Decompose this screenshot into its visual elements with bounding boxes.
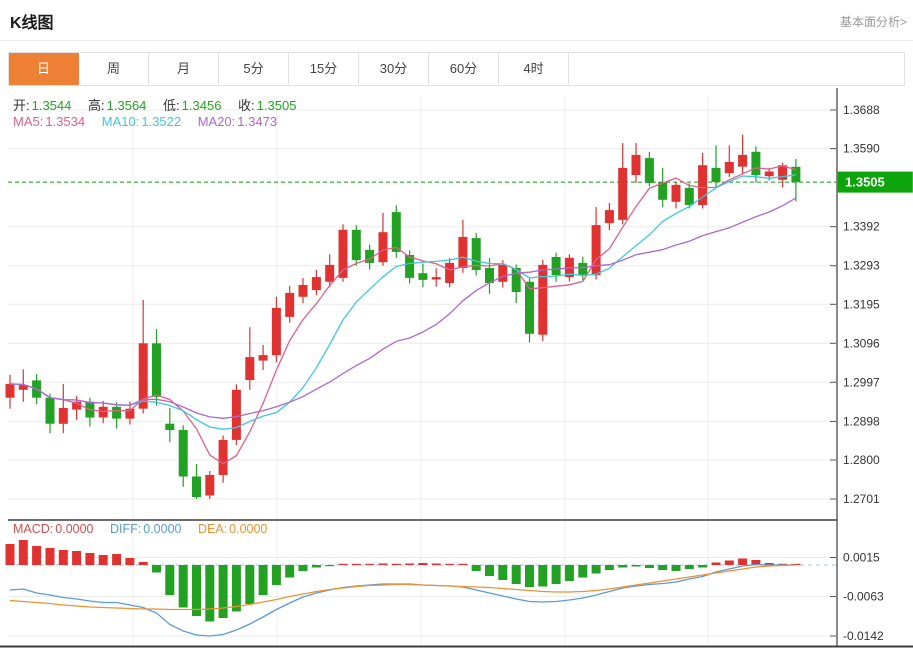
macd-value: 0.0000 — [55, 522, 94, 536]
svg-text:1.3688: 1.3688 — [843, 103, 880, 117]
ma5-label: MA5: — [13, 114, 44, 129]
ma20-value: 1.3473 — [237, 114, 278, 129]
ma20-line — [9, 197, 797, 419]
ma10-label: MA10: — [101, 114, 140, 129]
high-label: 高: — [88, 98, 105, 113]
svg-text:1.2701: 1.2701 — [843, 492, 880, 506]
interval-tabbar: 日 周 月 5分 15分 30分 60分 4时 — [8, 52, 905, 86]
svg-text:1.3505: 1.3505 — [845, 175, 885, 190]
svg-text:1.3096: 1.3096 — [843, 336, 880, 350]
macd-label: MACD: — [13, 522, 54, 536]
fundamental-analysis-link[interactable]: 基本面分析> — [839, 15, 907, 29]
high-value: 1.3564 — [106, 98, 147, 113]
diff-label: DIFF: — [110, 522, 142, 536]
ma10-value: 1.3522 — [141, 114, 182, 129]
candles-layer — [5, 134, 801, 499]
svg-text:1.3293: 1.3293 — [843, 259, 880, 273]
close-label: 收: — [238, 98, 255, 113]
svg-text:1.3590: 1.3590 — [843, 142, 880, 156]
low-value: 1.3456 — [181, 98, 222, 113]
svg-text:1.2997: 1.2997 — [843, 375, 880, 389]
page-title: K线图 — [10, 15, 54, 32]
tab-60min[interactable]: 60分 — [429, 53, 499, 85]
ma5-value: 1.3534 — [45, 114, 86, 129]
candlestick-chart[interactable]: 1.3688 1.3590 1.3392 1.3293 1.3195 1.3096 1.29… — [0, 88, 913, 651]
y-axis-labels: 1.3688 1.3590 1.3392 1.3293 1.3195 1.3096 1.29… — [830, 103, 884, 643]
tabbar-filler — [569, 53, 904, 85]
tab-5min[interactable]: 5分 — [219, 53, 289, 85]
widget-header: K线图 基本面分析> — [0, 0, 913, 41]
ma-legend: MA5: 1.3534 MA10: 1.3522 MA20: 1.3473 — [13, 114, 290, 129]
open-label: 开: — [13, 98, 30, 113]
current-price-tag: 1.3505 — [837, 171, 913, 193]
svg-text:0.0015: 0.0015 — [843, 551, 880, 565]
open-value: 1.3544 — [31, 98, 72, 113]
macd-histogram — [5, 540, 801, 622]
tab-day[interactable]: 日 — [9, 53, 79, 85]
ma5-line — [9, 165, 797, 465]
svg-text:1.3195: 1.3195 — [843, 297, 880, 311]
dea-line — [9, 564, 796, 611]
dea-value: 0.0000 — [229, 522, 268, 536]
ma20-label: MA20: — [197, 114, 236, 129]
close-value: 1.3505 — [256, 98, 297, 113]
diff-value: 0.0000 — [143, 522, 182, 536]
macd-legend: MACD: 0.0000 DIFF: 0.0000 DEA: 0.0000 — [13, 522, 280, 536]
ohlc-legend: 开: 1.3544 高: 1.3564 低: 1.3456 收: 1.3505 — [13, 95, 309, 114]
tab-15min[interactable]: 15分 — [289, 53, 359, 85]
ma10-line — [9, 174, 796, 430]
low-label: 低: — [163, 98, 180, 113]
dea-label: DEA: — [197, 522, 228, 536]
svg-text:1.3392: 1.3392 — [843, 220, 880, 234]
tab-30min[interactable]: 30分 — [359, 53, 429, 85]
svg-text:-0.0142: -0.0142 — [843, 629, 884, 643]
tab-month[interactable]: 月 — [149, 53, 219, 85]
diff-line — [9, 563, 796, 637]
svg-text:1.2898: 1.2898 — [843, 414, 880, 428]
svg-text:1.2800: 1.2800 — [843, 453, 880, 467]
svg-text:-0.0063: -0.0063 — [843, 590, 884, 604]
tab-4hour[interactable]: 4时 — [499, 53, 569, 85]
tab-week[interactable]: 周 — [79, 53, 149, 85]
